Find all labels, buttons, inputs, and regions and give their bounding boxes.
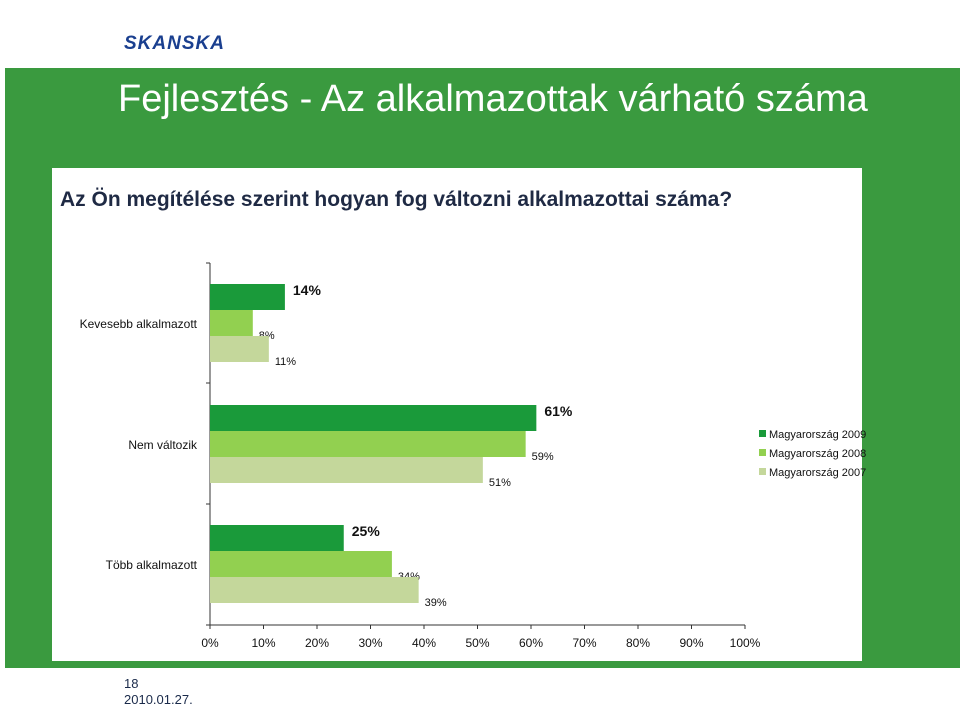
x-tick-label: 60%	[519, 636, 543, 650]
bar	[210, 577, 419, 603]
category-label: Kevesebb alkalmazott	[80, 317, 198, 331]
x-tick-label: 10%	[251, 636, 275, 650]
data-label: 51%	[489, 477, 511, 489]
bar	[210, 431, 526, 457]
bar	[210, 284, 285, 310]
bar	[210, 525, 344, 551]
page-number: 18	[124, 676, 139, 691]
data-label: 25%	[352, 523, 381, 539]
legend-swatch	[759, 468, 766, 475]
data-label: 61%	[544, 403, 573, 419]
skanska-logo: SKANSKA	[124, 33, 225, 54]
legend-entry: Magyarország 2007	[769, 467, 866, 479]
bar	[210, 405, 537, 431]
legend-swatch	[759, 449, 766, 456]
x-tick-label: 0%	[201, 636, 219, 650]
legend-entry: Magyarország 2008	[769, 448, 866, 460]
x-tick-label: 20%	[305, 636, 329, 650]
x-tick-label: 50%	[465, 636, 489, 650]
x-tick-label: 90%	[679, 636, 703, 650]
x-tick-label: 70%	[572, 636, 596, 650]
data-label: 39%	[425, 597, 447, 609]
slide-title: Fejlesztés - Az alkalmazottak várható sz…	[118, 78, 868, 120]
bar	[210, 310, 253, 336]
x-tick-label: 40%	[412, 636, 436, 650]
bar	[210, 551, 392, 577]
x-tick-label: 30%	[358, 636, 382, 650]
category-label: Több alkalmazott	[106, 558, 198, 572]
legend-swatch	[759, 430, 766, 437]
survey-question: Az Ön megítélése szerint hogyan fog vált…	[60, 188, 733, 211]
category-label: Nem változik	[128, 438, 198, 452]
x-tick-label: 80%	[626, 636, 650, 650]
data-label: 11%	[275, 356, 296, 368]
data-label: 59%	[532, 451, 554, 463]
legend-entry: Magyarország 2009	[769, 429, 866, 441]
x-tick-label: 100%	[730, 636, 761, 650]
footer-date: 2010.01.27.	[124, 692, 193, 707]
bar	[210, 457, 483, 483]
bar	[210, 336, 269, 362]
data-label: 14%	[293, 282, 322, 298]
